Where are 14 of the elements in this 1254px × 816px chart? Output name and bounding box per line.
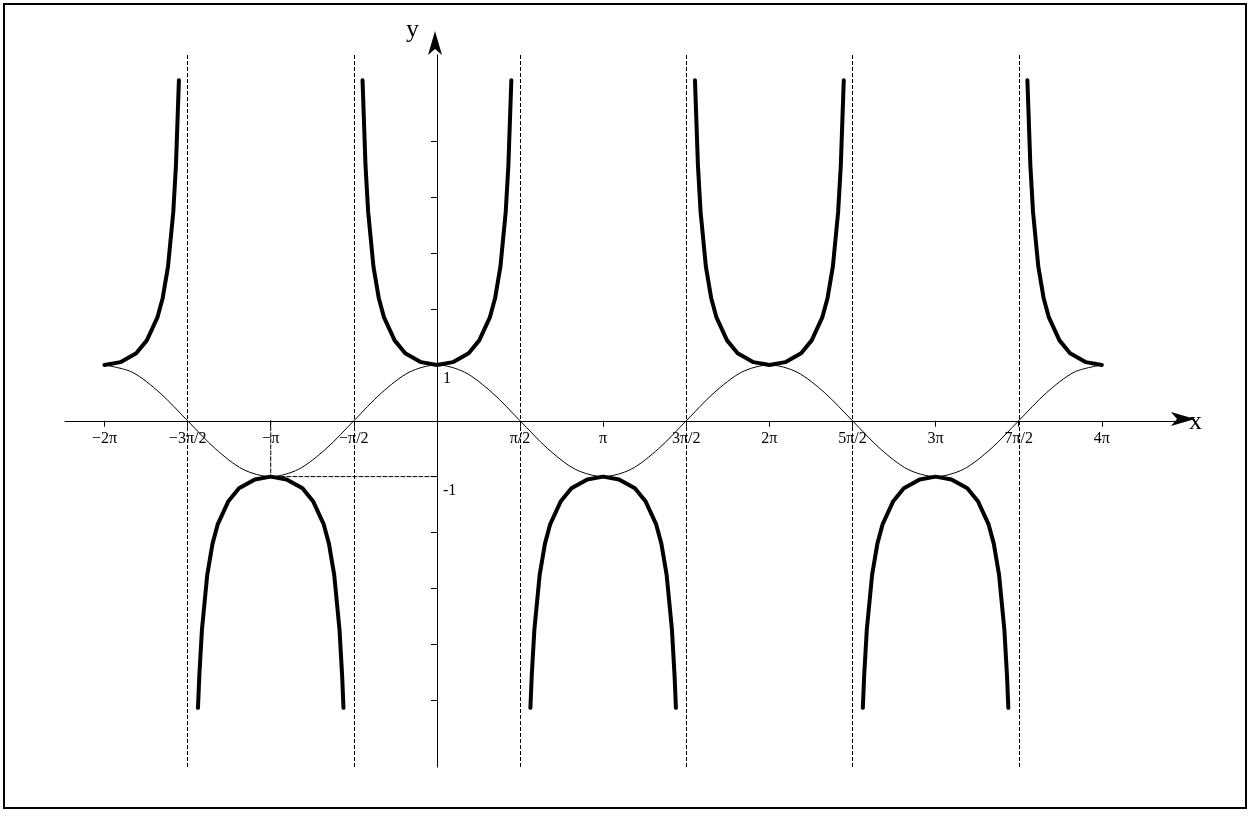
x-tick-label: π/2 — [509, 429, 531, 447]
x-tick-label: −π — [262, 429, 280, 447]
x-tick-label: 3π — [927, 429, 944, 447]
y-axis-title: y — [405, 13, 419, 43]
x-tick-label: 4π — [1093, 429, 1110, 447]
x-axis-title: x — [1189, 406, 1202, 436]
x-tick-label: 7π/2 — [1004, 429, 1033, 447]
x-tick-label: −2π — [91, 429, 118, 447]
y-tick-label: 1 — [442, 369, 451, 387]
x-tick-label: 3π/2 — [672, 429, 701, 447]
x-tick-label: π — [599, 429, 608, 447]
x-tick-label: −π/2 — [339, 429, 369, 447]
x-tick-label: 2π — [761, 429, 778, 447]
y-tick-label: -1 — [442, 481, 457, 499]
